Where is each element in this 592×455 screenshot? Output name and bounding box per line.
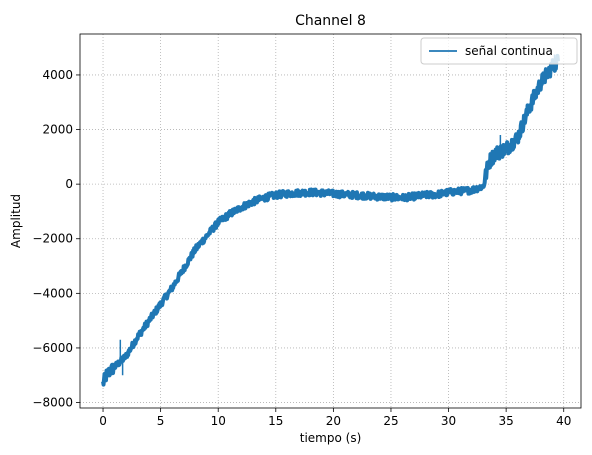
x-axis-label: tiempo (s) xyxy=(300,431,362,445)
ticks: 0 5 10 15 20 25 30 35 40 −8000 −6000 −4000 −2000 0 200… xyxy=(32,68,571,428)
x-tick-label: 30 xyxy=(441,414,456,428)
x-tick-label: 5 xyxy=(157,414,165,428)
y-tick-label: 4000 xyxy=(42,68,73,82)
y-tick-label: −2000 xyxy=(32,232,73,246)
plot-frame xyxy=(79,33,582,409)
x-tick-label: 40 xyxy=(556,414,571,428)
legend-box xyxy=(420,37,578,65)
x-tick-label: 0 xyxy=(99,414,107,428)
y-axis-label: Amplitud xyxy=(9,194,23,248)
legend: señal continua xyxy=(420,37,578,65)
y-tick-label: 0 xyxy=(65,177,73,191)
x-tick-label: 25 xyxy=(383,414,398,428)
series-line xyxy=(101,53,560,387)
x-tick-label: 20 xyxy=(326,414,341,428)
chart-title: Channel 8 xyxy=(295,13,366,29)
y-tick-label: −6000 xyxy=(32,341,73,355)
y-tick-label: 2000 xyxy=(42,123,73,137)
x-tick-label: 35 xyxy=(498,414,513,428)
x-tick-label: 10 xyxy=(211,414,226,428)
y-tick-label: −4000 xyxy=(32,286,73,300)
y-tick-label: −8000 xyxy=(32,396,73,410)
x-tick-label: 15 xyxy=(268,414,283,428)
legend-label: señal continua xyxy=(465,44,553,58)
